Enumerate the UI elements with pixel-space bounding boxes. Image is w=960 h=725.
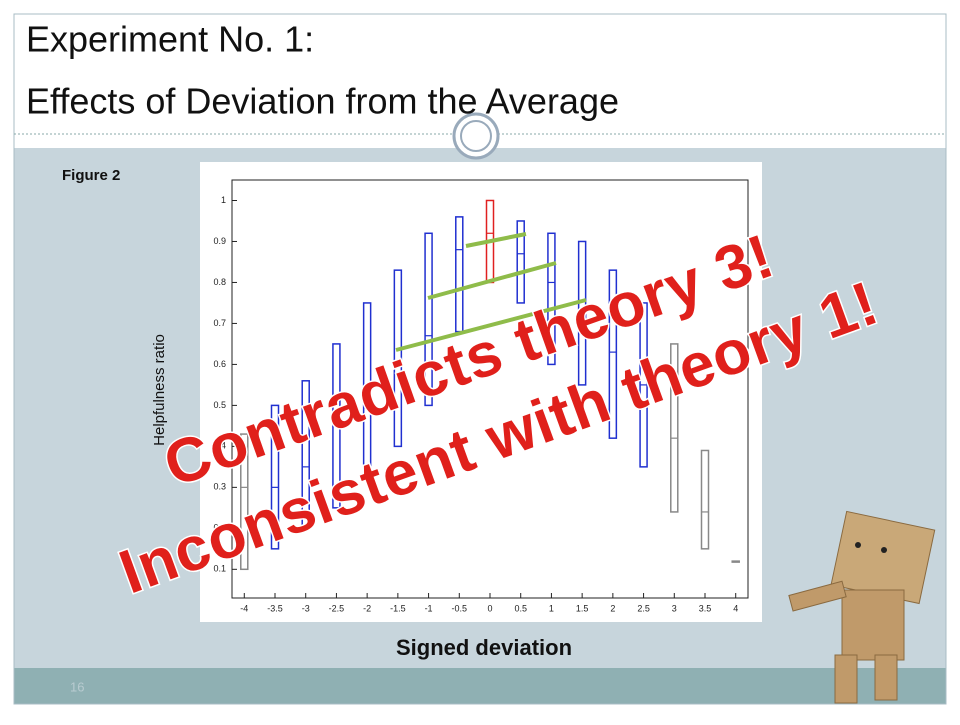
robot bbox=[788, 510, 936, 704]
x-tick-label: -1.5 bbox=[390, 603, 406, 613]
trend-lines bbox=[395, 232, 587, 352]
box bbox=[577, 240, 587, 386]
title-line: Experiment No. 1: bbox=[26, 19, 314, 60]
robot-eye bbox=[855, 542, 861, 548]
trend-line bbox=[395, 298, 587, 352]
y-axis-label: Helpfulness ratio bbox=[151, 334, 168, 446]
robot-body bbox=[841, 589, 905, 661]
x-tick-label: 1.5 bbox=[576, 603, 589, 613]
x-tick-label: -2.5 bbox=[329, 603, 345, 613]
trend-line bbox=[427, 261, 557, 300]
box bbox=[240, 433, 249, 571]
y-tick-label: 0.8 bbox=[213, 277, 226, 287]
trend-line bbox=[465, 232, 527, 248]
title-line: Effects of Deviation from the Average bbox=[26, 81, 619, 122]
x-tick-label: 0 bbox=[487, 603, 492, 613]
page-number: 16 bbox=[70, 679, 84, 694]
y-tick-label: 0.5 bbox=[213, 400, 226, 410]
box bbox=[608, 269, 618, 439]
frame bbox=[13, 13, 947, 705]
figure-label: Figure 2 bbox=[62, 167, 120, 184]
x-tick-label: -2 bbox=[363, 603, 371, 613]
box bbox=[362, 302, 372, 476]
x-tick-label: -4 bbox=[240, 603, 248, 613]
y-tick-label: 0.9 bbox=[213, 236, 226, 246]
x-tick-label: 3 bbox=[672, 603, 677, 613]
box bbox=[424, 232, 433, 407]
y-tick-label: 0.1 bbox=[213, 564, 226, 574]
x-tick-label: -3.5 bbox=[267, 603, 283, 613]
x-tick-label: 2 bbox=[610, 603, 615, 613]
box bbox=[301, 380, 310, 530]
box bbox=[516, 220, 525, 304]
x-tick-label: -3 bbox=[302, 603, 310, 613]
x-axis-label: Signed deviation bbox=[396, 635, 572, 660]
x-tick-label: 4 bbox=[733, 603, 738, 613]
y-tick-label: 0.4 bbox=[213, 441, 226, 451]
chart-panel bbox=[200, 162, 762, 622]
x-tick-label: 1 bbox=[549, 603, 554, 613]
y-tick-label: 0.6 bbox=[213, 359, 226, 369]
x-tick-label: 3.5 bbox=[699, 603, 712, 613]
y-tick-label: 0.3 bbox=[213, 482, 226, 492]
y-tick-label: 1 bbox=[221, 195, 226, 205]
footer-band bbox=[14, 668, 946, 704]
box bbox=[700, 449, 710, 550]
y-tick-label: 0.2 bbox=[213, 523, 226, 533]
robot-leg bbox=[834, 654, 858, 704]
robot-leg bbox=[874, 654, 898, 701]
box bbox=[670, 343, 679, 513]
x-tick-label: -0.5 bbox=[452, 603, 468, 613]
robot-eye bbox=[881, 547, 887, 553]
robot-arm bbox=[788, 580, 847, 612]
x-tick-label: 2.5 bbox=[637, 603, 650, 613]
x-tick-label: -1 bbox=[425, 603, 433, 613]
x-tick-label: 0.5 bbox=[514, 603, 527, 613]
title-ornament bbox=[460, 120, 492, 152]
y-tick-label: 0.7 bbox=[213, 318, 226, 328]
box bbox=[547, 232, 556, 366]
box bbox=[270, 404, 280, 550]
box bbox=[393, 269, 403, 448]
